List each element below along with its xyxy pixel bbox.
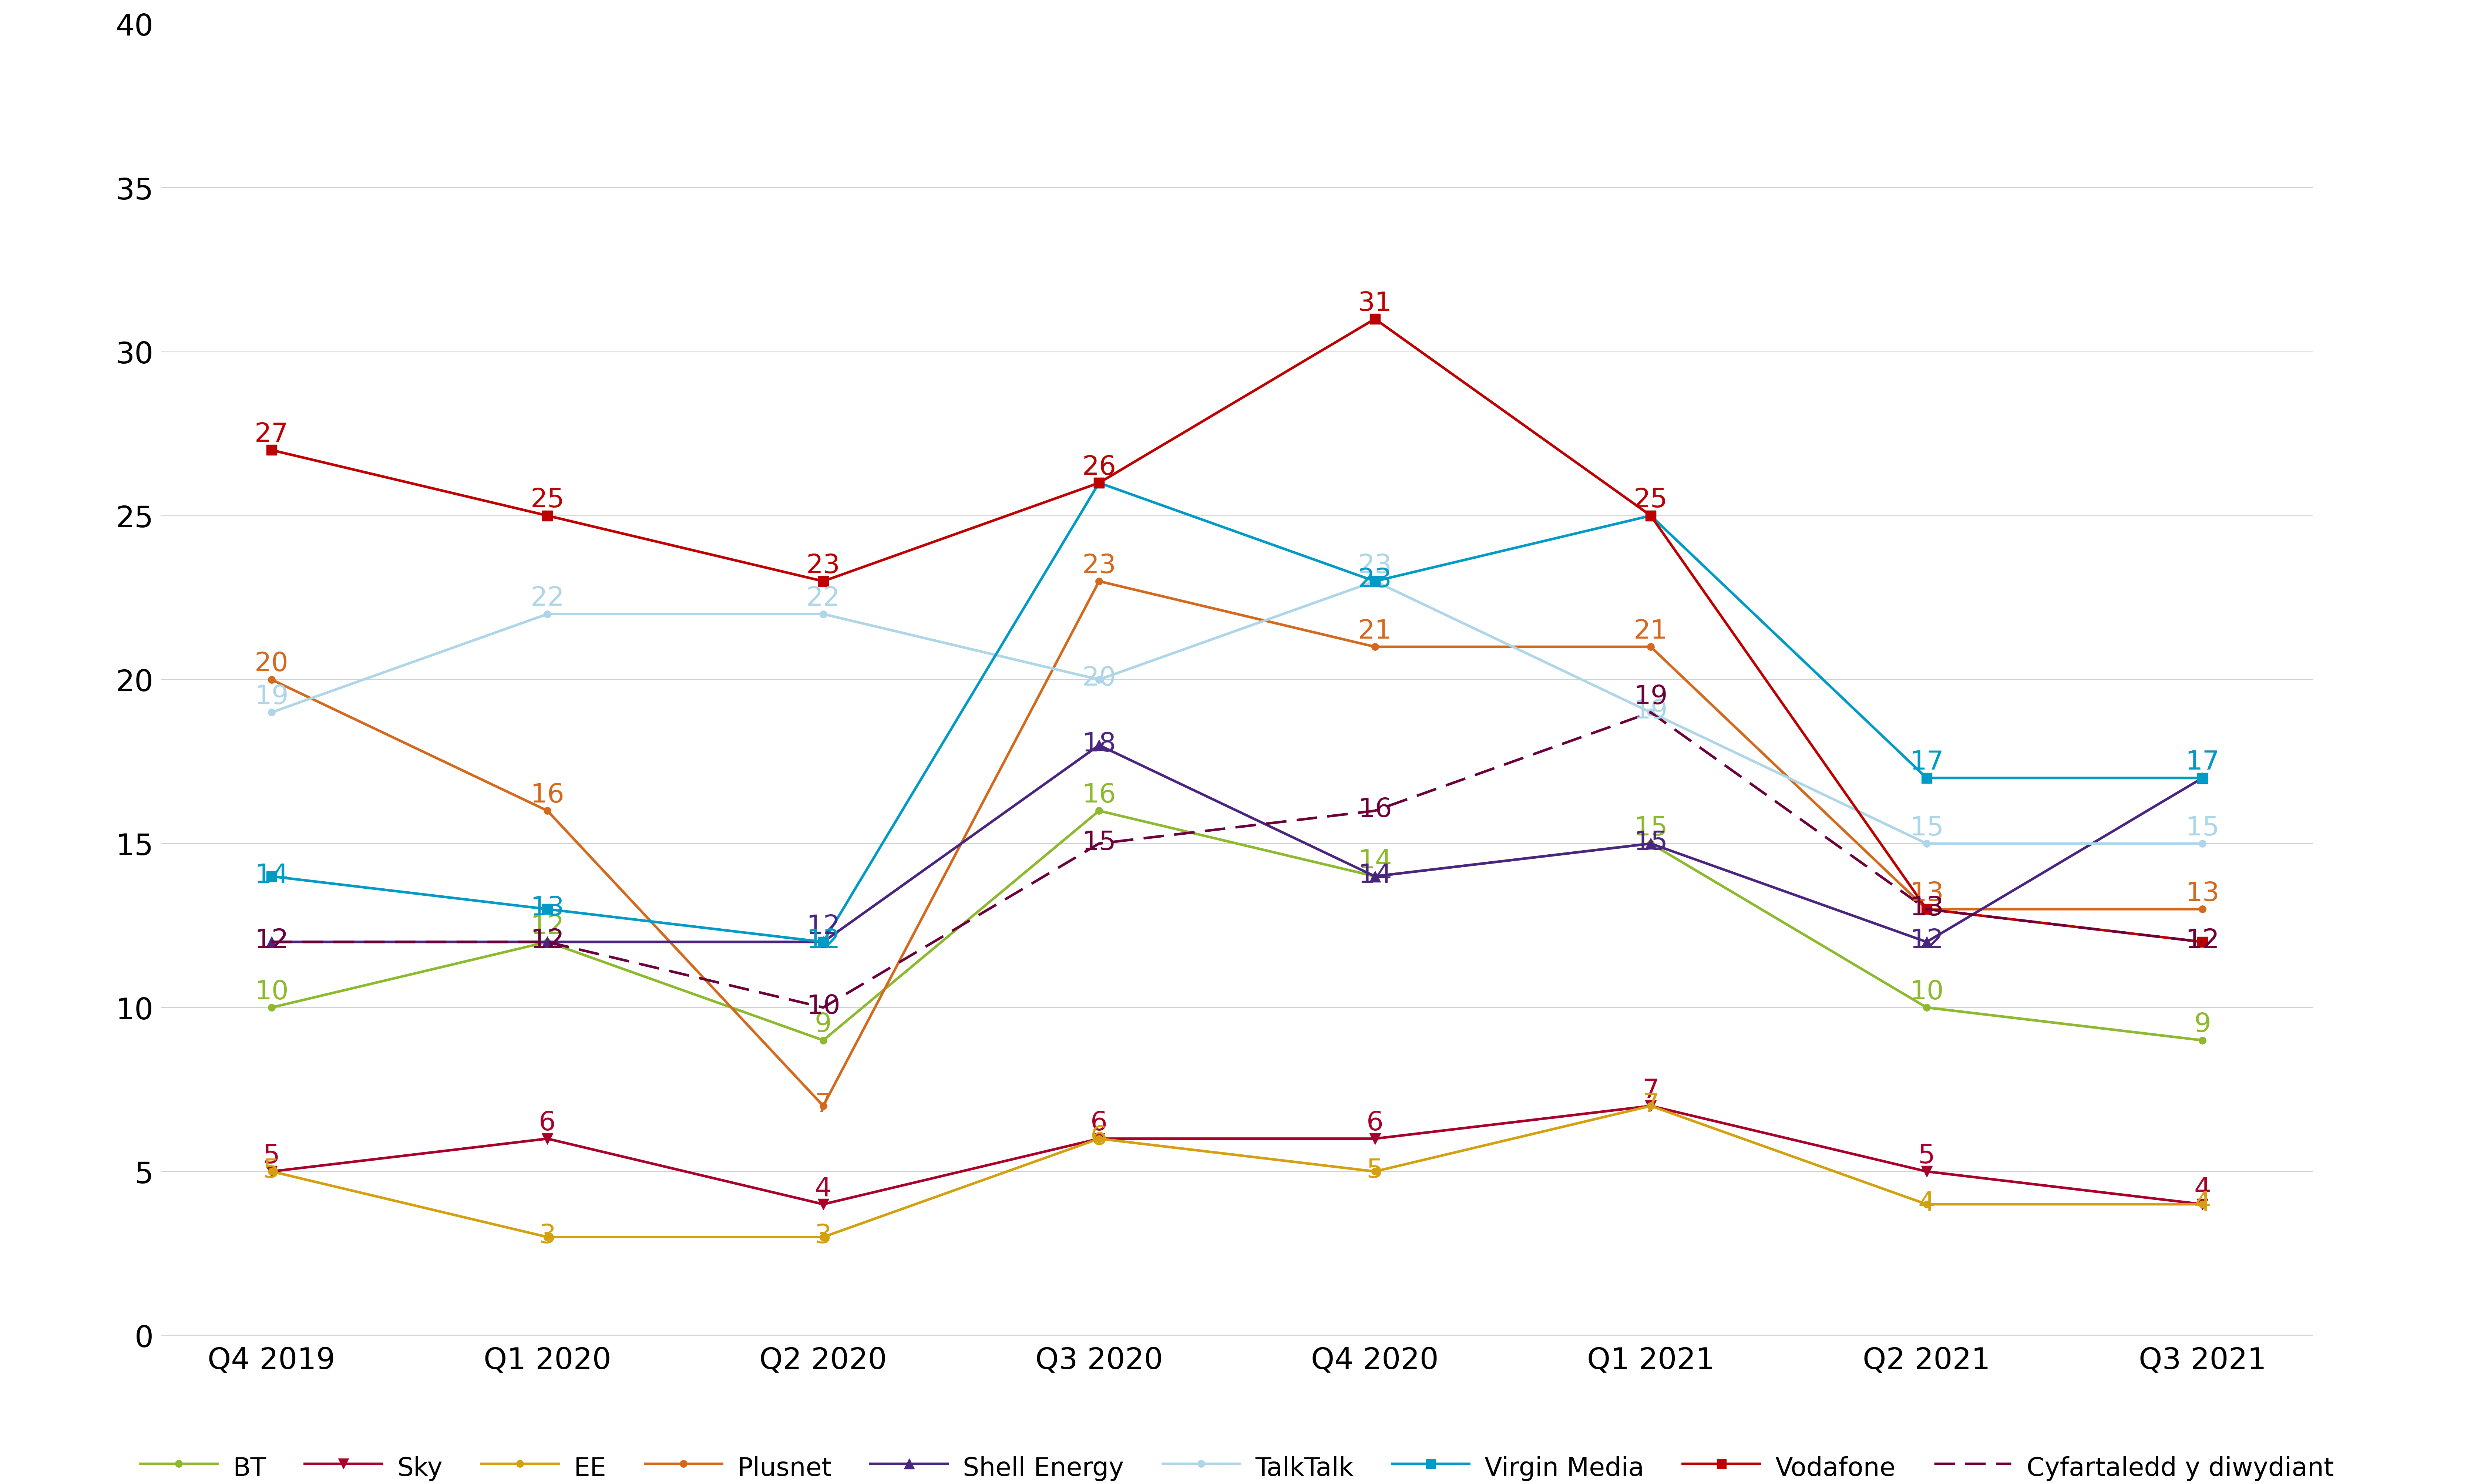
Text: 26: 26 bbox=[1081, 454, 1116, 479]
Text: 7: 7 bbox=[814, 1092, 831, 1117]
Text: 23: 23 bbox=[1081, 554, 1116, 579]
Text: 13: 13 bbox=[1910, 895, 1945, 920]
Text: 7: 7 bbox=[1643, 1077, 1660, 1103]
Text: 25: 25 bbox=[529, 487, 564, 513]
Text: 16: 16 bbox=[1081, 782, 1116, 807]
Text: 12: 12 bbox=[1910, 928, 1945, 953]
Text: 17: 17 bbox=[2185, 749, 2219, 775]
Text: 14: 14 bbox=[1358, 862, 1393, 887]
Text: 23: 23 bbox=[1358, 554, 1393, 579]
Text: 3: 3 bbox=[539, 1223, 557, 1248]
Text: 15: 15 bbox=[2185, 815, 2219, 840]
Text: 25: 25 bbox=[1633, 487, 1667, 513]
Legend: BT, Sky, EE, Plusnet, Shell Energy, TalkTalk, Virgin Media, Vodafone, Cyfartaled: BT, Sky, EE, Plusnet, Shell Energy, Talk… bbox=[131, 1441, 2343, 1484]
Text: 6: 6 bbox=[539, 1110, 557, 1135]
Text: 16: 16 bbox=[1358, 797, 1393, 822]
Text: 10: 10 bbox=[807, 993, 841, 1020]
Text: 27: 27 bbox=[255, 421, 289, 447]
Text: 4: 4 bbox=[814, 1175, 831, 1201]
Text: 6: 6 bbox=[1366, 1110, 1383, 1135]
Text: 12: 12 bbox=[529, 914, 564, 939]
Text: 21: 21 bbox=[1633, 619, 1667, 644]
Text: 4: 4 bbox=[2194, 1190, 2212, 1215]
Text: 3: 3 bbox=[814, 1223, 831, 1248]
Text: 20: 20 bbox=[1081, 665, 1116, 692]
Text: 16: 16 bbox=[529, 782, 564, 807]
Text: 12: 12 bbox=[2185, 928, 2219, 953]
Text: 14: 14 bbox=[255, 862, 289, 887]
Text: 6: 6 bbox=[1091, 1110, 1108, 1135]
Text: 5: 5 bbox=[262, 1158, 280, 1183]
Text: 6: 6 bbox=[1091, 1125, 1108, 1150]
Text: 19: 19 bbox=[1633, 684, 1667, 709]
Text: 13: 13 bbox=[2185, 880, 2219, 907]
Text: 15: 15 bbox=[1633, 815, 1667, 840]
Text: 12: 12 bbox=[255, 928, 289, 953]
Text: 12: 12 bbox=[807, 928, 841, 953]
Text: 17: 17 bbox=[1910, 749, 1945, 775]
Text: 14: 14 bbox=[1358, 847, 1393, 874]
Text: 18: 18 bbox=[1081, 732, 1116, 757]
Text: 12: 12 bbox=[2185, 928, 2219, 953]
Text: 12: 12 bbox=[255, 928, 289, 953]
Text: 5: 5 bbox=[1366, 1158, 1383, 1183]
Text: 7: 7 bbox=[1643, 1092, 1660, 1117]
Text: 4: 4 bbox=[2194, 1175, 2212, 1201]
Text: 5: 5 bbox=[262, 1143, 280, 1168]
Text: 19: 19 bbox=[1633, 699, 1667, 724]
Text: 9: 9 bbox=[814, 1012, 831, 1037]
Text: 26: 26 bbox=[1081, 454, 1116, 479]
Text: 15: 15 bbox=[1633, 830, 1667, 855]
Text: 13: 13 bbox=[1910, 880, 1945, 907]
Text: 17: 17 bbox=[2185, 749, 2219, 775]
Text: 20: 20 bbox=[255, 651, 289, 677]
Text: 10: 10 bbox=[1910, 979, 1945, 1005]
Text: 25: 25 bbox=[1633, 487, 1667, 513]
Text: 13: 13 bbox=[1910, 895, 1945, 920]
Text: 19: 19 bbox=[255, 684, 289, 709]
Text: 13: 13 bbox=[529, 895, 564, 920]
Text: 22: 22 bbox=[529, 586, 564, 611]
Text: 4: 4 bbox=[1917, 1190, 1935, 1215]
Text: 5: 5 bbox=[1917, 1143, 1935, 1168]
Text: 21: 21 bbox=[1358, 619, 1393, 644]
Text: 12: 12 bbox=[807, 914, 841, 939]
Text: 22: 22 bbox=[807, 586, 841, 611]
Text: 12: 12 bbox=[529, 928, 564, 953]
Text: 15: 15 bbox=[1081, 830, 1116, 855]
Text: 10: 10 bbox=[255, 979, 289, 1005]
Text: 15: 15 bbox=[1910, 815, 1945, 840]
Text: 9: 9 bbox=[2194, 1012, 2212, 1037]
Text: 31: 31 bbox=[1358, 291, 1393, 316]
Text: 23: 23 bbox=[807, 554, 841, 579]
Text: 23: 23 bbox=[1358, 567, 1393, 592]
Text: 12: 12 bbox=[529, 928, 564, 953]
